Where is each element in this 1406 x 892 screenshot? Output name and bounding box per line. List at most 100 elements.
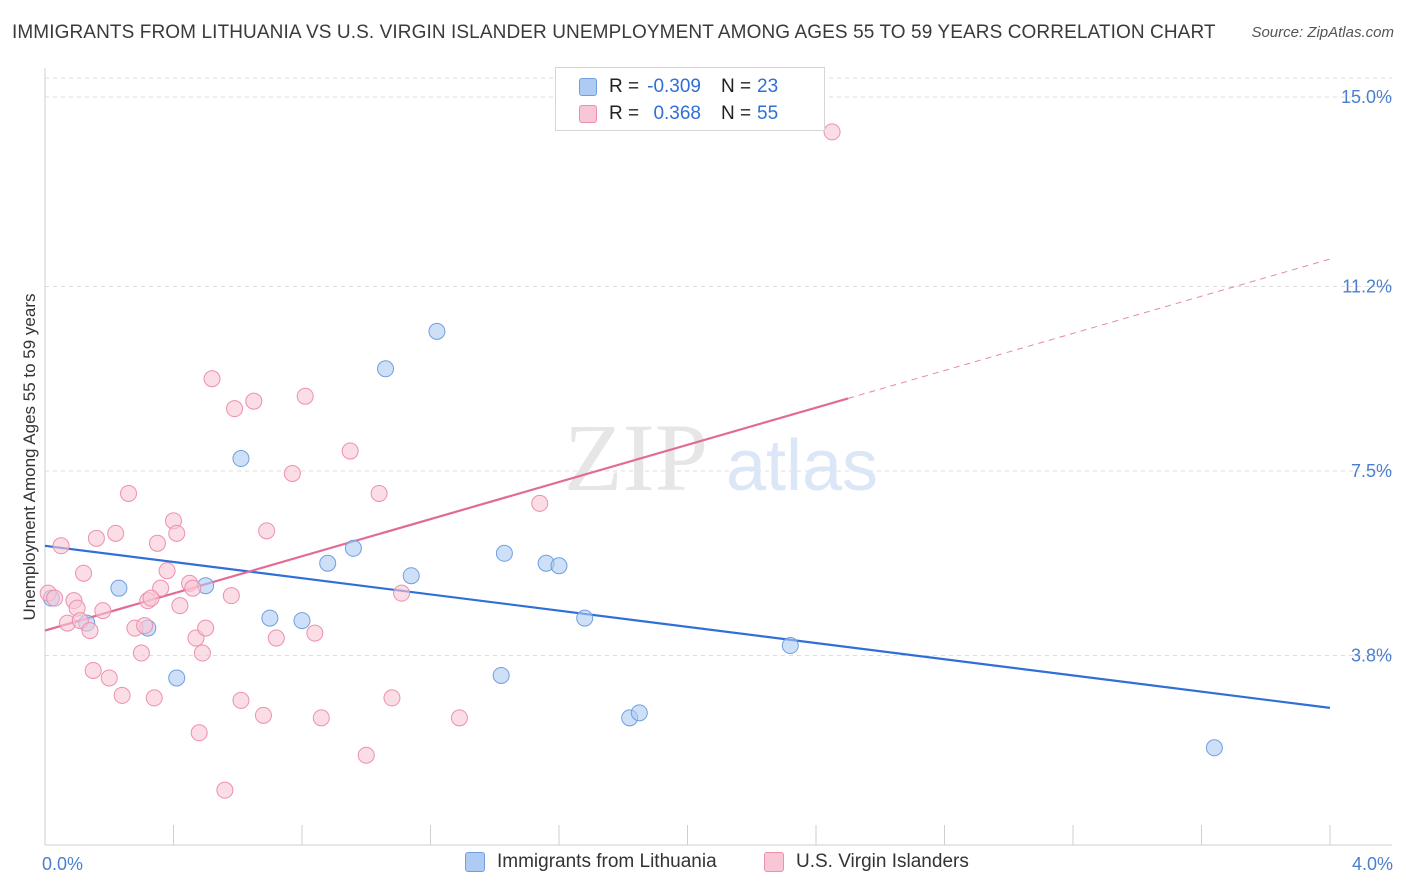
point-lithuania	[781, 637, 799, 655]
trendlines	[44, 258, 1331, 709]
point-lithuania	[576, 609, 594, 627]
point-lithuania	[319, 554, 337, 572]
legend-r-label: R =	[609, 76, 640, 97]
point-lithuania	[261, 609, 279, 627]
point-virgin-islanders	[245, 392, 263, 410]
point-virgin-islanders	[113, 686, 131, 704]
point-virgin-islanders	[357, 746, 375, 764]
point-virgin-islanders	[216, 781, 234, 799]
trendline	[44, 544, 1331, 709]
point-virgin-islanders	[107, 524, 125, 542]
legend-r-label: R =	[609, 103, 640, 124]
point-virgin-islanders	[296, 387, 314, 405]
point-virgin-islanders	[87, 529, 105, 547]
point-lithuania	[232, 450, 250, 468]
point-virgin-islanders	[531, 494, 549, 512]
point-virgin-islanders	[132, 644, 150, 662]
point-virgin-islanders	[203, 370, 221, 388]
trendline	[44, 397, 849, 632]
point-virgin-islanders	[222, 587, 240, 605]
point-virgin-islanders	[142, 589, 160, 607]
y-tick-label: 11.2%	[1342, 276, 1392, 296]
legend-swatch-lithuania	[579, 78, 597, 96]
point-lithuania	[428, 322, 446, 340]
legend-n-value: 55	[757, 103, 779, 124]
legend-r-value: 0.368	[653, 103, 701, 124]
stats-legend: R = -0.309 N = 23 R = 0.368 N = 55	[555, 67, 825, 131]
point-virgin-islanders	[267, 629, 285, 647]
legend-item-virgin-islanders[interactable]: U.S. Virgin Islanders	[764, 851, 969, 873]
legend-row-lithuania: R = -0.309 N = 23	[556, 74, 778, 100]
point-lithuania	[344, 539, 362, 557]
y-tick-label: 7.5%	[1351, 461, 1392, 481]
point-virgin-islanders	[393, 584, 411, 602]
point-lithuania	[168, 669, 186, 687]
point-virgin-islanders	[120, 484, 138, 502]
legend-n-label: N =	[721, 76, 752, 97]
point-virgin-islanders	[46, 589, 64, 607]
point-virgin-islanders	[190, 724, 208, 742]
point-virgin-islanders	[145, 689, 163, 707]
point-lithuania	[495, 544, 513, 562]
legend-r-value: -0.309	[647, 76, 701, 97]
chart-title: IMMIGRANTS FROM LITHUANIA VS U.S. VIRGIN…	[12, 22, 1216, 43]
point-virgin-islanders	[168, 524, 186, 542]
y-tick-label: 3.8%	[1351, 646, 1392, 666]
point-virgin-islanders	[226, 400, 244, 418]
tick-labels: 3.8% 7.5% 11.2% 15.0% 0.0% 4.0%	[42, 87, 1393, 874]
x-tick-label: 4.0%	[1352, 854, 1393, 874]
legend-label-virgin-islanders: U.S. Virgin Islanders	[796, 851, 969, 872]
point-virgin-islanders	[450, 709, 468, 727]
point-virgin-islanders	[158, 562, 176, 580]
point-lithuania	[110, 579, 128, 597]
point-virgin-islanders	[258, 522, 276, 540]
legend-item-lithuania[interactable]: Immigrants from Lithuania	[465, 851, 717, 873]
point-lithuania	[402, 567, 420, 585]
point-virgin-islanders	[136, 617, 154, 635]
trendline-extension	[847, 258, 1331, 399]
legend-n-value: 23	[757, 76, 779, 97]
legend-swatch-lithuania	[465, 852, 485, 872]
point-lithuania	[630, 704, 648, 722]
watermark-zip: ZIP	[564, 404, 708, 511]
legend-n-label: N =	[721, 103, 752, 124]
point-lithuania	[377, 360, 395, 378]
source-credit: Source: ZipAtlas.com	[1251, 24, 1394, 41]
point-virgin-islanders	[283, 464, 301, 482]
point-virgin-islanders	[75, 564, 93, 582]
axes	[44, 68, 1392, 846]
point-virgin-islanders	[306, 624, 324, 642]
legend-swatch-virgin-islanders	[579, 105, 597, 123]
watermark-atlas: atlas	[726, 426, 878, 506]
point-virgin-islanders	[193, 644, 211, 662]
point-virgin-islanders	[312, 709, 330, 727]
point-virgin-islanders	[81, 622, 99, 640]
point-lithuania	[492, 666, 510, 684]
point-virgin-islanders	[84, 661, 102, 679]
point-virgin-islanders	[94, 602, 112, 620]
legend-row-virgin-islanders: R = 0.368 N = 55	[556, 101, 778, 127]
point-lithuania	[293, 612, 311, 630]
y-tick-label: 15.0%	[1341, 87, 1392, 107]
point-virgin-islanders	[341, 442, 359, 460]
point-virgin-islanders	[197, 619, 215, 637]
x-tick-label: 0.0%	[42, 854, 83, 874]
point-virgin-islanders	[171, 597, 189, 615]
point-virgin-islanders	[232, 691, 250, 709]
point-virgin-islanders	[254, 706, 272, 724]
point-virgin-islanders	[184, 579, 202, 597]
point-lithuania	[1205, 739, 1223, 757]
watermark: ZIP atlas	[564, 404, 878, 511]
gridlines	[45, 77, 1392, 657]
series-legend: Immigrants from Lithuania U.S. Virgin Is…	[0, 851, 1406, 877]
point-virgin-islanders	[823, 123, 841, 141]
point-virgin-islanders	[370, 484, 388, 502]
point-lithuania	[550, 557, 568, 575]
point-virgin-islanders	[383, 689, 401, 707]
point-virgin-islanders	[52, 537, 70, 555]
data-points	[39, 123, 1223, 799]
point-virgin-islanders	[100, 669, 118, 687]
point-virgin-islanders	[148, 534, 166, 552]
legend-label-lithuania: Immigrants from Lithuania	[497, 851, 717, 872]
